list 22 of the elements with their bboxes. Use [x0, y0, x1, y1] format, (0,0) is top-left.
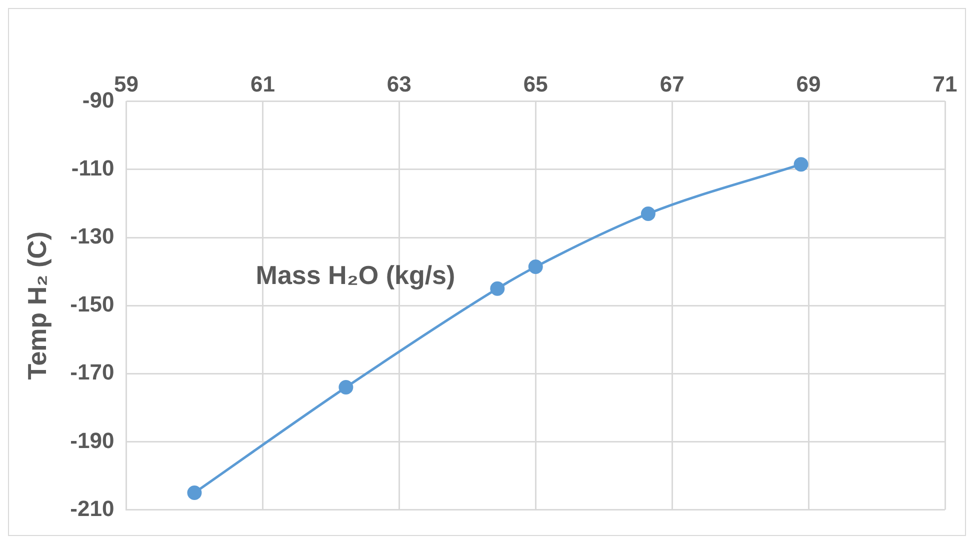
x-tick-label: 65: [523, 71, 548, 96]
point: [338, 380, 354, 395]
y-tick-label: -210: [70, 496, 114, 521]
y-axis-title: Temp H₂ (C): [22, 231, 52, 380]
y-tick-label: -90: [82, 87, 114, 112]
point: [490, 281, 505, 296]
x-tick-label: 69: [796, 71, 821, 96]
y-tick-label: -110: [71, 156, 114, 181]
y-tick-label: -150: [70, 292, 114, 317]
y-tick-label: -190: [70, 428, 114, 453]
x-tick-label: 61: [250, 71, 275, 96]
y-tick-label: -130: [70, 224, 114, 249]
x-tick-label: 67: [660, 71, 684, 96]
point: [187, 486, 202, 500]
point: [640, 206, 656, 221]
x-tick-label: 59: [114, 71, 138, 96]
y-tick-label: -170: [70, 360, 114, 385]
x-tick-label: 71: [932, 71, 958, 96]
x-axis-title: Mass H₂O (kg/s): [256, 260, 456, 290]
point: [528, 260, 543, 274]
x-tick-label: 63: [386, 71, 412, 96]
point: [794, 157, 808, 172]
